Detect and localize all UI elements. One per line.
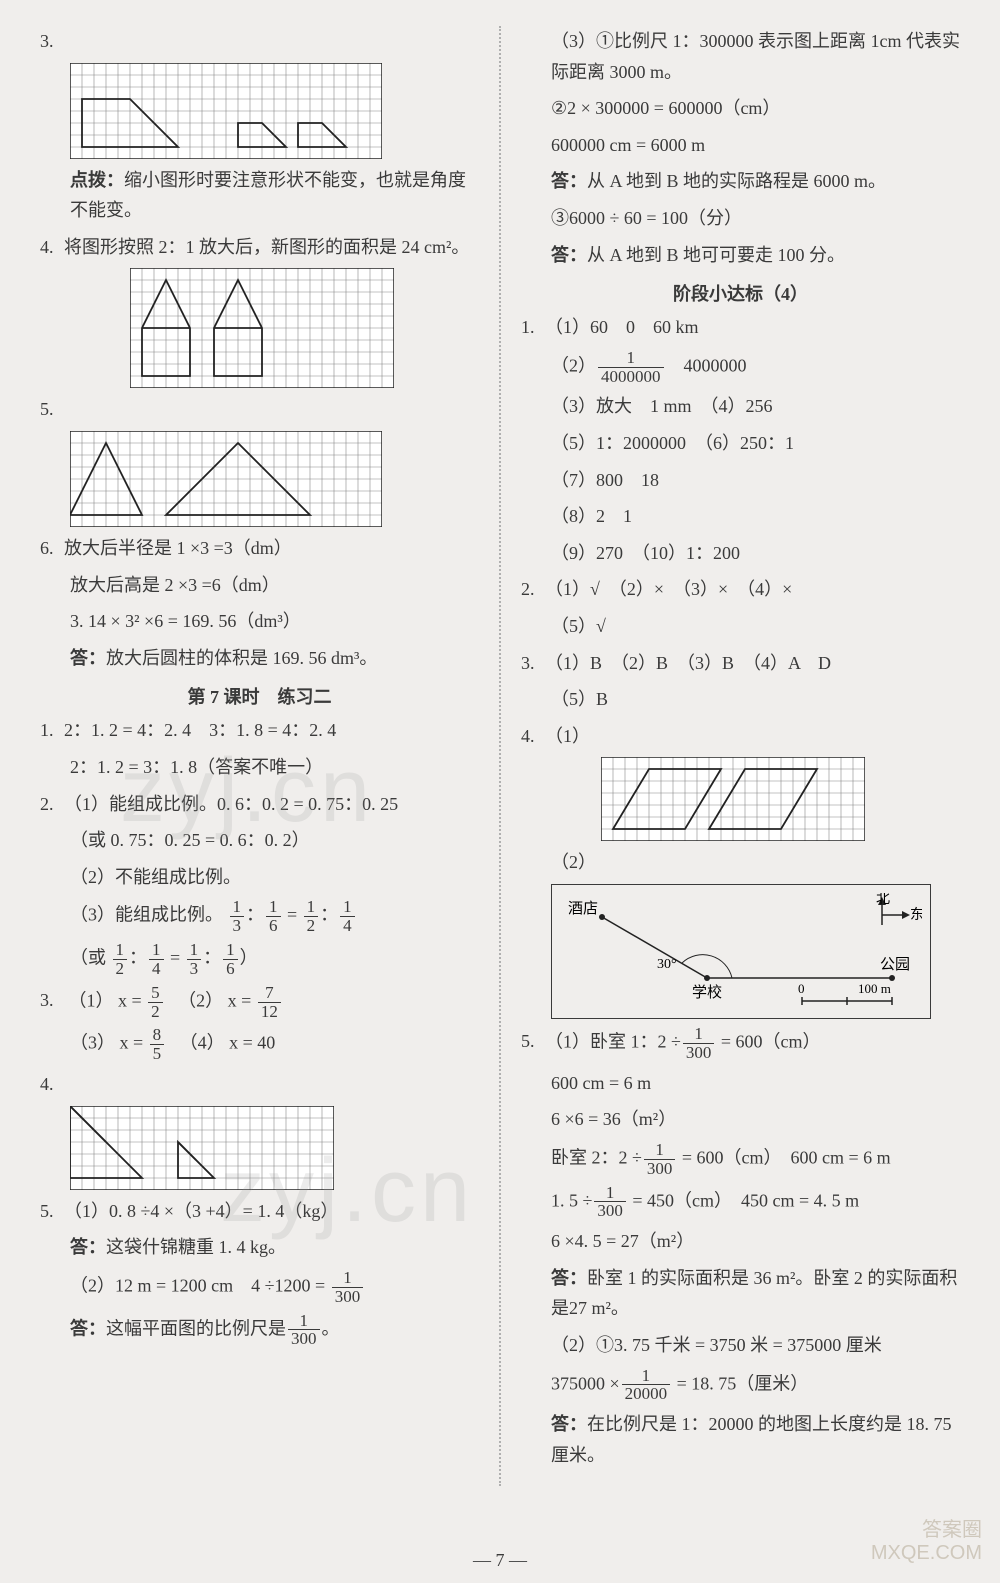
r-q3a: （3）①比例尺 1：300000 表示图上距离 1cm 代表实际距离 3000 … <box>521 26 960 87</box>
r-q3e: ③6000 ÷ 60 = 100（分） <box>521 203 960 234</box>
q3-note-text: 缩小图形时要注意形状不能变，也就是角度不能变。 <box>70 170 466 221</box>
lesson7-heading: 第 7 课时 练习二 <box>40 683 479 709</box>
q3-note: 点拨：缩小图形时要注意形状不能变，也就是角度不能变。 <box>40 165 479 226</box>
note-label: 点拨： <box>70 170 124 190</box>
s4q5g: 答：卧室 1 的实际面积是 36 m²。卧室 2 的实际面积是27 m²。 <box>521 1263 960 1324</box>
l7q2c2: （或 12：14 = 13：16） <box>40 941 479 978</box>
s4q1p8: （8）2 1 <box>521 501 960 532</box>
map-diagram: 酒店 学校 公园 30° 北 东 <box>551 884 931 1019</box>
q5: 5. <box>40 394 479 425</box>
q6-num: 6. <box>40 533 64 564</box>
q6-ans: 答：放大后圆柱的体积是 169. 56 dm³。 <box>40 643 479 674</box>
s4q1p3: （3）放大 1 mm （4）256 <box>521 391 960 422</box>
l7q4: 4. <box>40 1069 479 1100</box>
page-columns: 3. 点拨：缩小图形时要注意形状不能变，也就是角度不能变。 4.将图形按照 2：… <box>40 20 960 1520</box>
s4q1: 1.（1）60 0 60 km <box>521 312 960 343</box>
svg-text:30°: 30° <box>657 957 677 972</box>
svg-text:东: 东 <box>910 907 922 923</box>
l7q5b: （2）12 m = 1200 cm 4 ÷1200 = 1300 <box>40 1269 479 1306</box>
s4q4: 4.（1） <box>521 721 960 752</box>
l7q3b: （3） x = 85 （4） x = 40 <box>40 1026 479 1063</box>
q6-l2: 3. 14 × 3² ×6 = 169. 56（dm³） <box>40 606 479 637</box>
s4q5f: 6 ×4. 5 = 27（m²） <box>521 1226 960 1257</box>
q6-l0: 放大后半径是 1 ×3 =3（dm） <box>64 538 292 558</box>
svg-text:100 m: 100 m <box>858 981 891 996</box>
q4-num: 4. <box>40 232 64 263</box>
r-q3b: ②2 × 300000 = 600000（cm） <box>521 93 960 124</box>
l7q5a-ans: 答：这袋什锦糖重 1. 4 kg。 <box>40 1232 479 1263</box>
column-divider <box>499 26 501 1486</box>
map-svg: 酒店 学校 公园 30° 北 东 <box>562 893 922 1011</box>
left-column: 3. 点拨：缩小图形时要注意形状不能变，也就是角度不能变。 4.将图形按照 2：… <box>40 20 479 1520</box>
s4q2: 2.（1）√ （2）× （3）× （4）× <box>521 574 960 605</box>
l7q3: 3. （1） x = 52 （2） x = 712 <box>40 984 479 1021</box>
page-number: — 7 — <box>0 1550 1000 1571</box>
s4q5: 5.（1）卧室 1：2 ÷1300 = 600（cm） <box>521 1025 960 1062</box>
q6-l1: 放大后高是 2 ×3 =6（dm） <box>40 570 479 601</box>
l7q2: 2.（1）能组成比例。0. 6：0. 2 = 0. 75：0. 25 <box>40 789 479 820</box>
q3-grid <box>70 63 382 159</box>
s4q4p2: （2） <box>521 847 960 878</box>
q3-num: 3. <box>40 26 64 57</box>
q3: 3. <box>40 26 479 57</box>
s4q1p2: （2）14000000 4000000 <box>521 349 960 386</box>
svg-text:北: 北 <box>876 893 890 907</box>
s4q5d: 卧室 2：2 ÷1300 = 600（cm） 600 cm = 6 m <box>521 1141 960 1178</box>
q5-num: 5. <box>40 394 64 425</box>
s4q5h: （2）①3. 75 千米 = 3750 米 = 375000 厘米 <box>521 1330 960 1361</box>
s4q1p7: （7）800 18 <box>521 465 960 496</box>
l7q1: 1.2：1. 2 = 4：2. 4 3：1. 8 = 4：2. 4 <box>40 715 479 746</box>
corner-logo: 答案圈 MXQE.COM <box>871 1519 982 1565</box>
l7q2c: （3）能组成比例。 13：16 = 12：14 <box>40 898 479 935</box>
s4q3b: （5）B <box>521 684 960 715</box>
q4-grid <box>130 268 394 388</box>
q4-text: 将图形按照 2：1 放大后，新图形的面积是 24 cm²。 <box>64 237 469 257</box>
s4q2b: （5）√ <box>521 611 960 642</box>
svg-text:公园: 公园 <box>880 956 910 973</box>
l7q2a2: （或 0. 75：0. 25 = 0. 6：0. 2） <box>40 825 479 856</box>
s4q5b: 600 cm = 6 m <box>521 1068 960 1099</box>
r-q3f: 答：从 A 地到 B 地可可要走 100 分。 <box>521 240 960 271</box>
q5-grid <box>70 431 382 527</box>
s4q5j: 答：在比例尺是 1：20000 的地图上长度约是 18. 75 厘米。 <box>521 1409 960 1470</box>
q6: 6.放大后半径是 1 ×3 =3（dm） <box>40 533 479 564</box>
stage4-heading: 阶段小达标（4） <box>521 280 960 306</box>
l7q2b: （2）不能组成比例。 <box>40 862 479 893</box>
q4: 4.将图形按照 2：1 放大后，新图形的面积是 24 cm²。 <box>40 232 479 263</box>
l7q4-grid <box>70 1106 334 1190</box>
s4q1p5: （5）1：2000000 （6）250：1 <box>521 428 960 459</box>
s4q3: 3.（1）B （2）B （3）B （4）A D <box>521 648 960 679</box>
r-q3c: 600000 cm = 6000 m <box>521 130 960 161</box>
l7q5c: 答：这幅平面图的比例尺是1300。 <box>40 1312 479 1349</box>
svg-text:学校: 学校 <box>692 984 722 1001</box>
r-q3d: 答：从 A 地到 B 地的实际路程是 6000 m。 <box>521 166 960 197</box>
svg-text:0: 0 <box>798 981 805 996</box>
l7q5: 5.（1）0. 8 ÷4 ×（3 +4）= 1. 4（kg） <box>40 1196 479 1227</box>
s4q1p9: （9）270 （10）1：200 <box>521 538 960 569</box>
svg-text:酒店: 酒店 <box>568 900 598 917</box>
s4q4-grid <box>601 757 865 841</box>
l7q1b: 2：1. 2 = 3：1. 8（答案不唯一） <box>40 752 479 783</box>
s4q5e: 1. 5 ÷1300 = 450（cm） 450 cm = 4. 5 m <box>521 1184 960 1221</box>
right-column: （3）①比例尺 1：300000 表示图上距离 1cm 代表实际距离 3000 … <box>521 20 960 1520</box>
s4q5i: 375000 ×120000 = 18. 75（厘米） <box>521 1367 960 1404</box>
s4q5c: 6 ×6 = 36（m²） <box>521 1104 960 1135</box>
